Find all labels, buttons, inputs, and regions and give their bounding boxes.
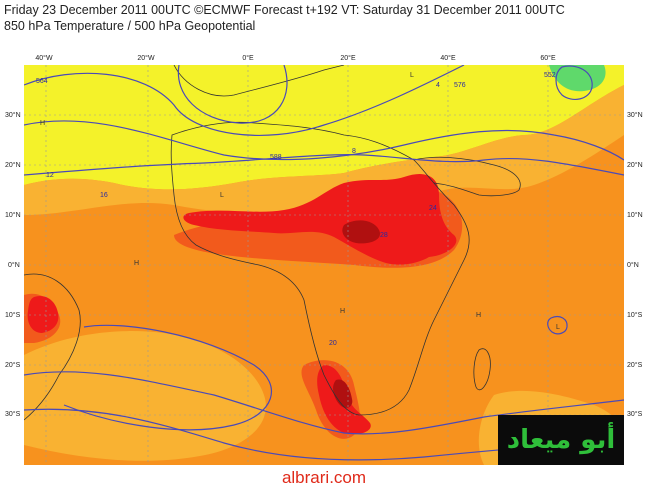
- lon-label-20e: 20°E: [340, 55, 356, 62]
- lat-label-20n: 20°N: [5, 162, 21, 169]
- temperature-field-light-orange: [24, 85, 624, 215]
- temperature-label-20: 20: [329, 340, 337, 347]
- temperature-field-red-west: [27, 295, 59, 333]
- contour-labels: 12 16 20 24 28 8 4 552 564 576 588: [36, 72, 556, 347]
- high-pressure-mark: H: [40, 120, 45, 127]
- high-pressure-mark: H: [340, 308, 345, 315]
- low-pressure-mark: L: [556, 324, 560, 331]
- contour-564: [24, 65, 465, 137]
- lon-label-60e: 60°E: [540, 55, 556, 62]
- temperature-label-8: 8: [352, 148, 356, 155]
- temperature-label-12: 12: [46, 172, 54, 179]
- lat-label-30n: 30°N: [5, 112, 21, 119]
- high-pressure-mark: H: [476, 312, 481, 319]
- geopotential-label-588: 588: [270, 154, 282, 161]
- lat-label-30s: 30°S: [5, 411, 21, 418]
- lat-label-20n-right: 20°N: [627, 162, 643, 169]
- contour-ne-circle: [555, 65, 593, 101]
- temperature-field-yellow: [24, 65, 624, 190]
- contour-588: [24, 154, 624, 176]
- lat-label-10n: 10°N: [5, 212, 21, 219]
- contour-588-south: [24, 371, 624, 435]
- forecast-title: Friday 23 December 2011 00UTC ©ECMWF For…: [4, 3, 565, 17]
- lat-label-10n-right: 10°N: [627, 212, 643, 219]
- lat-label-10s: 10°S: [5, 312, 21, 319]
- contour-552: [177, 65, 288, 124]
- lat-label-30n-right: 30°N: [627, 112, 643, 119]
- coastline-south-america: [24, 273, 81, 421]
- temperature-label-28: 28: [380, 232, 388, 239]
- low-pressure-mark: L: [220, 192, 224, 199]
- temperature-field-red-center: [183, 174, 457, 265]
- coastline-arabia: [413, 156, 521, 197]
- temperature-label-24: 24: [429, 205, 437, 212]
- lon-label-0e: 0°E: [242, 55, 254, 62]
- temperature-field-dark-red-south: [333, 379, 353, 408]
- lat-label-0n: 0°N: [8, 262, 20, 269]
- low-pressure-mark: L: [410, 72, 414, 79]
- contour-closed-low: [547, 315, 568, 335]
- temperature-label-16: 16: [100, 192, 108, 199]
- coastline-europe: [173, 65, 345, 97]
- lat-label-30s-right: 30°S: [627, 411, 643, 418]
- pressure-marks: H H H H L L L: [40, 72, 560, 331]
- lat-label-0n-right: 0°N: [627, 262, 639, 269]
- coastlines: [24, 65, 521, 421]
- temperature-label-4: 4: [436, 82, 440, 89]
- temperature-field-light-orange-sw: [24, 331, 266, 461]
- coastline-madagascar: [473, 348, 491, 391]
- geopotential-label-552: 552: [544, 72, 556, 79]
- graticule: [24, 65, 624, 465]
- forecast-subtitle: 850 hPa Temperature / 500 hPa Geopotenti…: [4, 19, 256, 33]
- temperature-field-green: [549, 65, 606, 92]
- forecast-map: 12 16 20 24 28 8 4 552 564 576 588 H H H…: [24, 65, 624, 465]
- lat-label-10s-right: 10°S: [627, 312, 643, 319]
- geopotential-contours: [24, 65, 624, 461]
- geopotential-label-564: 564: [36, 78, 48, 85]
- lat-label-20s: 20°S: [5, 362, 21, 369]
- high-pressure-mark: H: [134, 260, 139, 267]
- watermark-text: albrari.com: [281, 468, 367, 487]
- lon-label-40w: 40°W: [35, 55, 53, 62]
- brand-logo: أبو ميعاد: [498, 415, 624, 465]
- lon-label-40e: 40°E: [440, 55, 456, 62]
- lat-label-20s-right: 20°S: [627, 362, 643, 369]
- coastline-africa: [170, 121, 470, 416]
- contour-576: [24, 120, 624, 161]
- temperature-field-dark-red: [342, 220, 380, 244]
- lon-label-20w: 20°W: [137, 55, 155, 62]
- contour-south-loop: [63, 324, 272, 431]
- geopotential-label-576: 576: [454, 82, 466, 89]
